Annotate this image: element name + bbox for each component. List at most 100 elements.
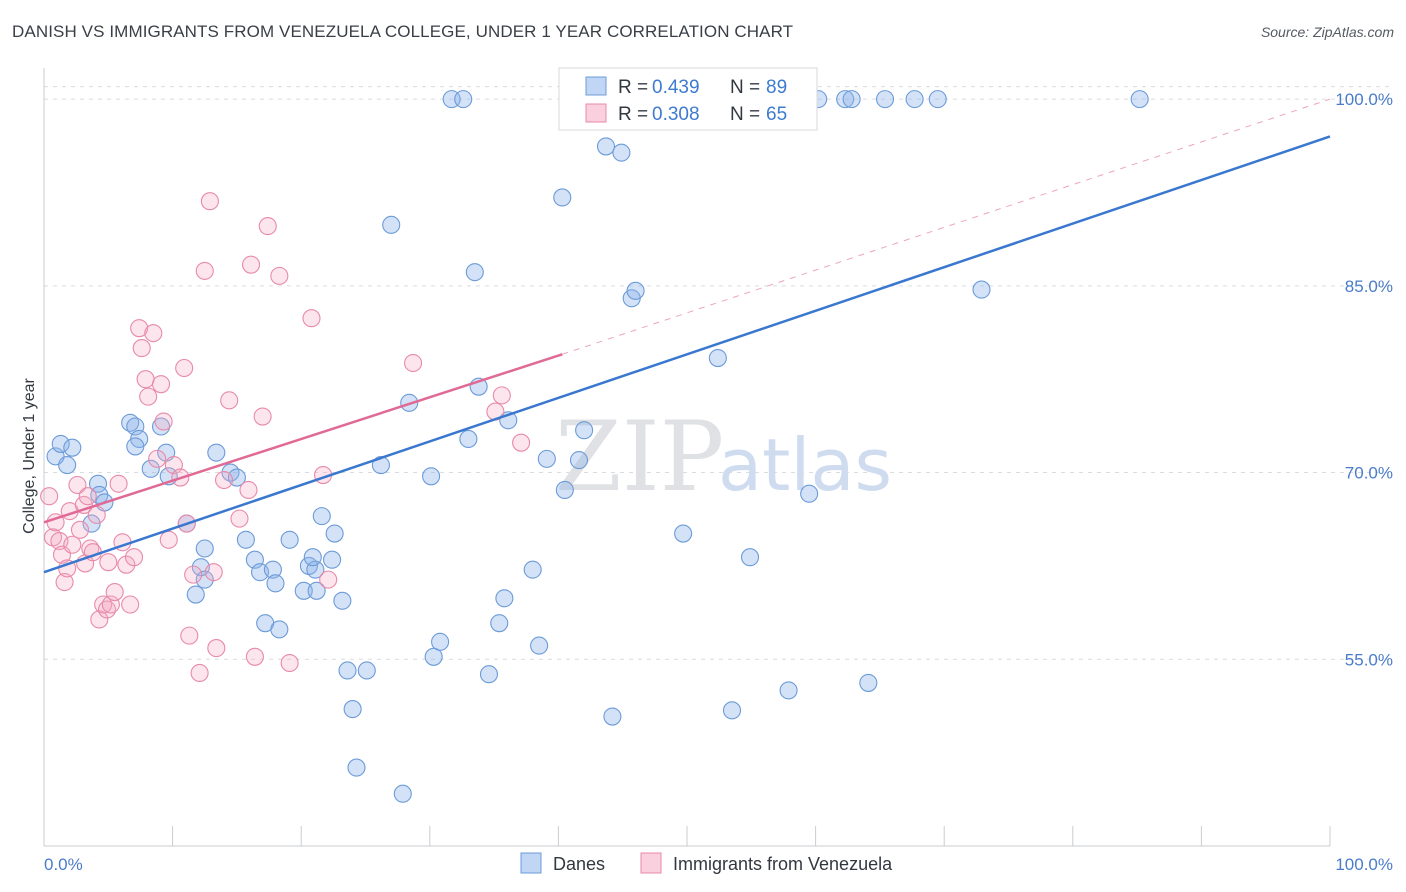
danes-point <box>842 90 861 109</box>
danes-point <box>333 591 352 610</box>
danes-point <box>612 143 631 162</box>
danes-point <box>151 417 171 436</box>
danes-point <box>800 484 819 503</box>
danes-point <box>312 507 331 526</box>
venezuela-point <box>319 570 338 589</box>
venezuela-point <box>63 535 82 554</box>
venezuela-point <box>302 309 321 328</box>
danes-point <box>323 550 342 569</box>
venezuela-point <box>241 255 261 274</box>
danes-point <box>82 514 101 533</box>
danes-point <box>270 620 289 639</box>
venezuela-point <box>200 192 219 211</box>
venezuela-point <box>180 626 199 645</box>
venezuela-point <box>239 480 258 500</box>
danes-point <box>530 636 549 655</box>
venezuela-point <box>253 407 272 426</box>
series-venezuela-points <box>40 192 531 683</box>
chart-source: Source: ZipAtlas.com <box>1260 24 1394 40</box>
watermark: ZIP atlas <box>555 401 892 513</box>
venezuela-trend-line <box>43 353 563 524</box>
x-tick-label-max: 100.0% <box>1335 855 1393 874</box>
danes-point <box>674 524 693 543</box>
venezuela-point <box>154 412 173 431</box>
danes-point <box>307 581 326 600</box>
venezuela-point <box>159 530 178 549</box>
danes-point <box>875 90 895 109</box>
venezuela-point <box>207 639 226 658</box>
danes-point <box>740 548 760 567</box>
venezuela-point <box>40 487 59 506</box>
legend-venezuela-r-label: R = <box>618 104 648 125</box>
danes-point <box>236 530 255 549</box>
danes-point <box>263 560 282 579</box>
danes-point <box>555 480 574 500</box>
legend-danes-n-label: N = <box>730 77 760 98</box>
danes-point <box>195 570 214 589</box>
danes-point <box>722 701 742 720</box>
danes-point <box>537 449 556 468</box>
danes-point <box>357 661 376 680</box>
venezuela-point <box>132 339 151 358</box>
legend-danes-n-value: 89 <box>766 77 787 98</box>
venezuela-point <box>195 261 214 280</box>
watermark-zip: ZIP <box>555 401 724 513</box>
danes-point <box>972 280 991 299</box>
danes-point <box>431 632 450 651</box>
danes-point <box>343 700 362 719</box>
danes-point <box>51 434 70 453</box>
legend-danes-r-label: R = <box>618 77 648 98</box>
venezuela-point <box>99 553 118 572</box>
legend-swatch-danes <box>585 76 607 96</box>
venezuela-point <box>492 386 511 405</box>
venezuela-point <box>404 353 423 373</box>
venezuela-point <box>55 573 74 592</box>
danes-point <box>495 589 514 608</box>
danes-point <box>490 614 509 633</box>
danes-point <box>347 758 366 777</box>
venezuela-point <box>214 470 234 490</box>
venezuela-point <box>90 610 109 629</box>
trend-lines <box>43 98 1331 574</box>
venezuela-point <box>258 217 277 236</box>
venezuela-point <box>270 266 289 285</box>
bottom-legend-swatch-venezuela <box>640 852 662 874</box>
x-tick-label-min: 0.0% <box>44 855 83 874</box>
gridlines <box>43 86 1392 846</box>
series-danes-points <box>46 90 1149 803</box>
axes <box>43 68 1330 847</box>
danes-point <box>596 137 616 156</box>
y-tick-label: 85.0% <box>1345 277 1393 296</box>
danes-point <box>338 661 357 680</box>
danes-point <box>479 665 499 684</box>
danes-point <box>626 281 645 300</box>
legend-swatch-venezuela <box>585 103 607 123</box>
venezuela-point <box>87 505 106 524</box>
venezuela-point <box>105 583 124 602</box>
danes-point <box>207 443 226 462</box>
danes-point <box>393 784 412 803</box>
danes-trend-line <box>43 135 1331 574</box>
legend-venezuela-r-value: 0.308 <box>652 104 700 125</box>
venezuela-point <box>136 370 155 389</box>
venezuela-point <box>130 319 149 338</box>
danes-point <box>294 581 313 600</box>
danes-point <box>126 437 145 456</box>
danes-point <box>569 451 589 470</box>
danes-point <box>708 348 727 368</box>
danes-point <box>836 90 855 109</box>
danes-point <box>454 90 473 109</box>
danes-point <box>424 647 443 666</box>
danes-point <box>779 681 798 700</box>
venezuela-point <box>204 563 223 582</box>
danes-point <box>280 530 299 549</box>
danes-point <box>422 467 441 486</box>
danes-point <box>382 215 401 234</box>
venezuela-point <box>184 565 203 584</box>
legend-danes-r-value: 0.439 <box>652 77 700 98</box>
venezuela-point <box>139 387 158 406</box>
danes-point <box>186 585 205 604</box>
venezuela-point <box>220 391 239 410</box>
venezuela-trend-extension <box>562 98 1331 355</box>
chart-title: DANISH VS IMMIGRANTS FROM VENEZUELA COLL… <box>12 22 794 41</box>
